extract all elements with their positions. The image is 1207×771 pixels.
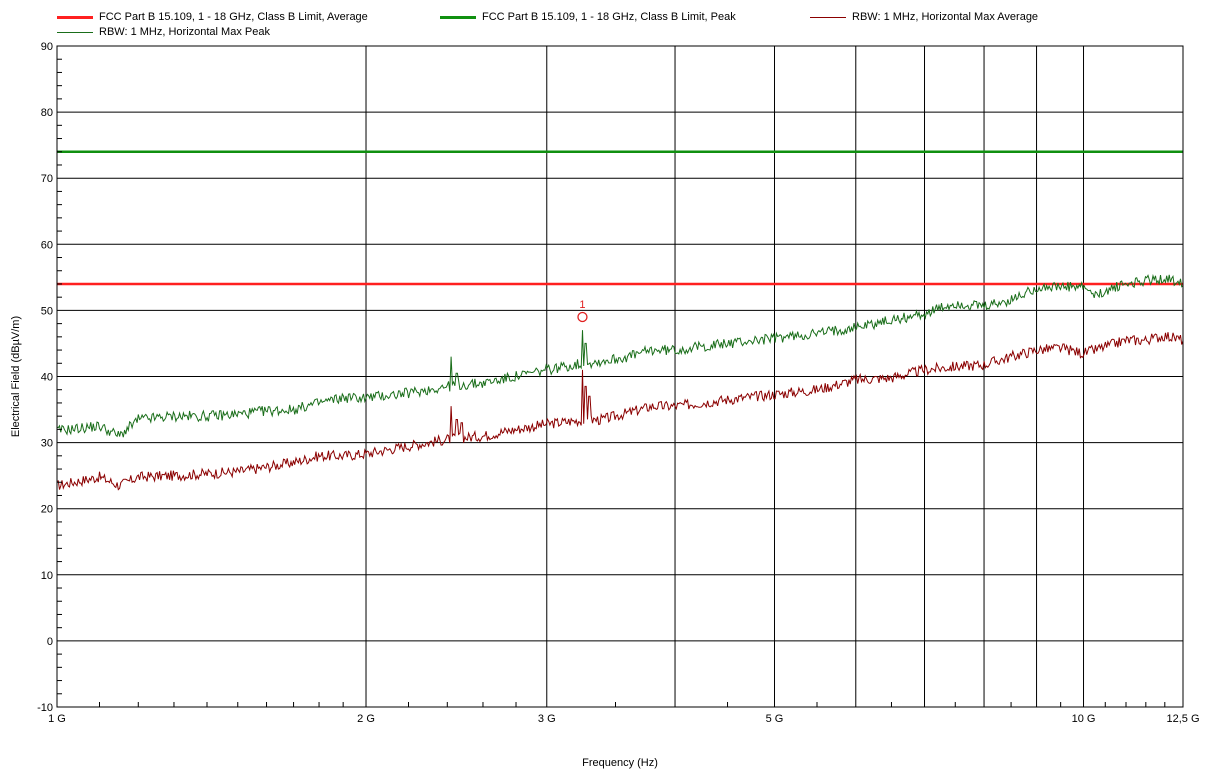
max-average-trace [56,332,1184,491]
x-tick-label: 3 G [538,713,556,725]
max-average-swatch [810,16,846,18]
average-limit-swatch [57,15,93,19]
x-tick-label: 5 G [766,713,784,725]
legend-item-max-average: RBW: 1 MHz, Horizontal Max Average [810,11,1038,23]
y-tick-label: 40 [41,372,53,384]
x-axis-label: Frequency (Hz) [582,757,658,769]
data-series [56,273,1184,491]
x-tick-label: 12,5 G [1166,713,1199,725]
limit-lines [57,150,1183,286]
y-tick-label: 0 [47,636,53,648]
max-peak-swatch [57,31,93,33]
legend-item-peak-limit: FCC Part B 15.109, 1 - 18 GHz, Class B L… [440,11,736,23]
legend-label-average-limit: FCC Part B 15.109, 1 - 18 GHz, Class B L… [99,11,368,24]
y-tick-label: 20 [41,504,53,516]
y-tick-label: -10 [37,702,53,714]
y-tick-label: 50 [41,305,53,317]
y-tick-label: 70 [41,173,53,185]
marker-label: 1 [579,299,585,311]
x-tick-label: 2 G [357,713,375,725]
y-tick-label: 80 [41,107,53,119]
legend-item-max-peak: RBW: 1 MHz, Horizontal Max Peak [57,26,270,38]
marker-circle [577,311,588,323]
x-tick-label: 10 G [1072,713,1096,725]
grid [56,45,1184,708]
legend-label-peak-limit: FCC Part B 15.109, 1 - 18 GHz, Class B L… [482,11,736,24]
legend-item-average-limit: FCC Part B 15.109, 1 - 18 GHz, Class B L… [57,11,368,23]
x-tick-label: 1 G [48,713,66,725]
legend-label-max-average: RBW: 1 MHz, Horizontal Max Average [852,11,1039,24]
plot-frame [56,45,1184,708]
y-tick-label: 10 [41,570,53,582]
max-peak-trace [56,273,1184,438]
peak-limit-swatch [440,15,476,19]
y-tick-label: 90 [41,41,53,53]
y-tick-label: 30 [41,438,53,450]
legend-label-max-peak: RBW: 1 MHz, Horizontal Max Peak [99,26,270,39]
y-axis-label: Electrical Field (dBµV/m) [10,316,22,437]
marker: 1 [577,299,588,323]
y-tick-label: 60 [41,239,53,251]
axis-ticks: -10 0 10 20 30 40 50 60 70 80 90 1 G 2 G 3 G 5 G 10 G 12… [37,41,1199,725]
legend: FCC Part B 15.109, 1 - 18 GHz, Class B L… [0,0,1207,40]
